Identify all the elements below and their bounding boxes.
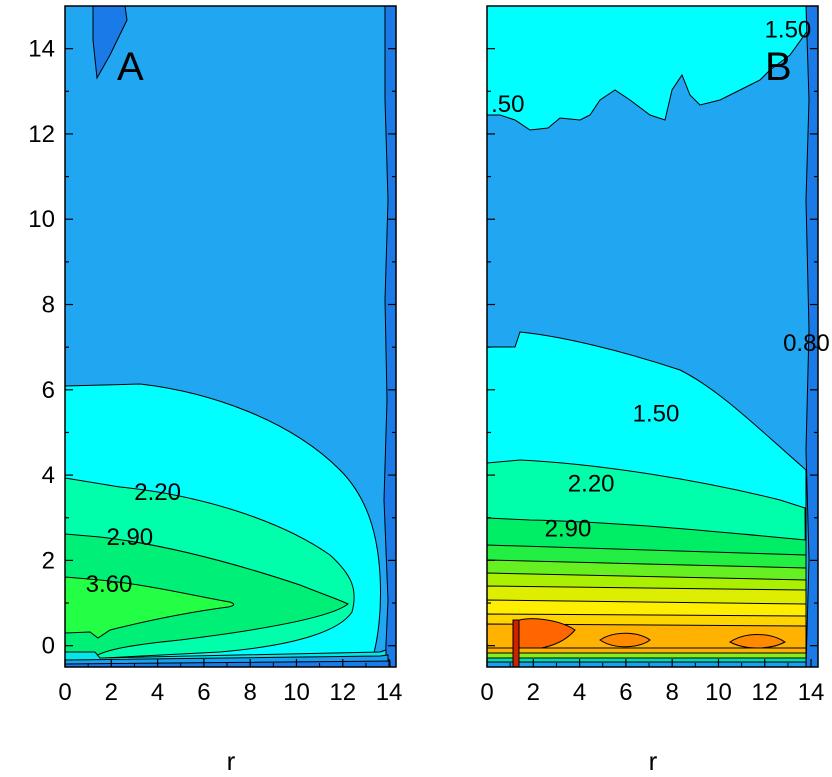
panel-a-frame	[64, 5, 397, 668]
panel-b-right-edge	[805, 6, 818, 667]
panel-b-top-region	[487, 6, 811, 131]
panel-a-letter: A	[117, 45, 144, 89]
panel-a-level-3-60	[65, 576, 235, 639]
panel-a-ytick-label-1: 2	[42, 547, 55, 574]
panel-a-contour-label-0: 2.20	[134, 479, 181, 506]
panel-a-contour-label-1: 2.90	[106, 524, 153, 551]
panel-a-contours	[65, 6, 396, 667]
panel-b-xlabel: r	[649, 746, 658, 776]
panel-a-right-edge	[383, 6, 396, 667]
panel-b-frame	[486, 5, 819, 668]
panel-a-ytick-label-7: 14	[28, 36, 55, 63]
panel-b: 0 2 4 6 8 10 12 14 B 1.50 .50 0.80 1.50 2.20 2.90 r	[480, 5, 830, 776]
panel-a-contour-label-2: 3.60	[86, 571, 133, 598]
panel-a-xtick-label-4: 8	[243, 679, 256, 706]
panel-b-xtick-label-6: 12	[751, 679, 778, 706]
panel-b-xtick-label-1: 2	[527, 679, 540, 706]
panel-a-xtick-label-2: 4	[151, 679, 164, 706]
panel-b-xtick-label-3: 6	[619, 679, 632, 706]
panel-a: 0 2 4 6 8 10 12 14 0 2 4 6 8 10 12 14 A 2.20 2.90 3.60 r	[28, 5, 402, 776]
panel-b-axes: 0 2 4 6 8 10 12 14	[480, 48, 825, 706]
panel-b-xtick-label-7: 14	[798, 679, 825, 706]
panel-a-xtick-label-7: 14	[376, 679, 403, 706]
panel-b-contour-label-0: 1.50	[765, 16, 812, 43]
panel-b-contour-label-1: .50	[491, 91, 524, 118]
panel-b-bottom-band-4	[487, 661, 807, 667]
panel-a-axes: 0 2 4 6 8 10 12 14 0 2 4 6 8 10 12 14	[28, 36, 402, 706]
panel-a-ytick-label-2: 4	[42, 462, 55, 489]
panel-a-xlabel: r	[227, 746, 236, 776]
panel-a-contour-labels: 2.20 2.90 3.60	[86, 479, 181, 598]
panel-a-xtick-label-6: 12	[329, 679, 356, 706]
panel-a-xtick-label-3: 6	[197, 679, 210, 706]
panel-b-left-feature	[512, 619, 520, 667]
panel-b-contours	[487, 6, 818, 667]
panel-b-hotspot-3	[729, 634, 786, 649]
panel-a-ytick-label-0: 0	[42, 633, 55, 660]
panel-a-xtick-label-1: 2	[105, 679, 118, 706]
panel-b-contour-label-2: 0.80	[783, 330, 830, 357]
panel-a-ytick-label-6: 12	[28, 121, 55, 148]
panel-b-xtick-label-2: 4	[573, 679, 586, 706]
panel-b-contour-label-5: 2.90	[545, 515, 592, 542]
panel-a-xtick-label-5: 10	[283, 679, 310, 706]
panel-b-xtick-label-4: 8	[665, 679, 678, 706]
panel-a-ytick-label-5: 10	[28, 206, 55, 233]
panel-b-contour-labels: 1.50 .50 0.80 1.50 2.20 2.90	[491, 16, 830, 542]
panel-a-xtick-label-0: 0	[58, 679, 71, 706]
panel-a-ytick-label-4: 8	[42, 292, 55, 319]
panel-b-contour-label-3: 1.50	[633, 400, 680, 427]
panel-b-xtick-label-5: 10	[705, 679, 732, 706]
panel-b-contour-label-4: 2.20	[568, 471, 615, 498]
panel-b-xtick-label-0: 0	[480, 679, 493, 706]
panel-b-letter: B	[765, 45, 792, 89]
panel-a-patch-top	[92, 6, 128, 80]
panel-b-hotspot-2	[599, 632, 651, 648]
panel-a-ytick-label-3: 6	[42, 377, 55, 404]
